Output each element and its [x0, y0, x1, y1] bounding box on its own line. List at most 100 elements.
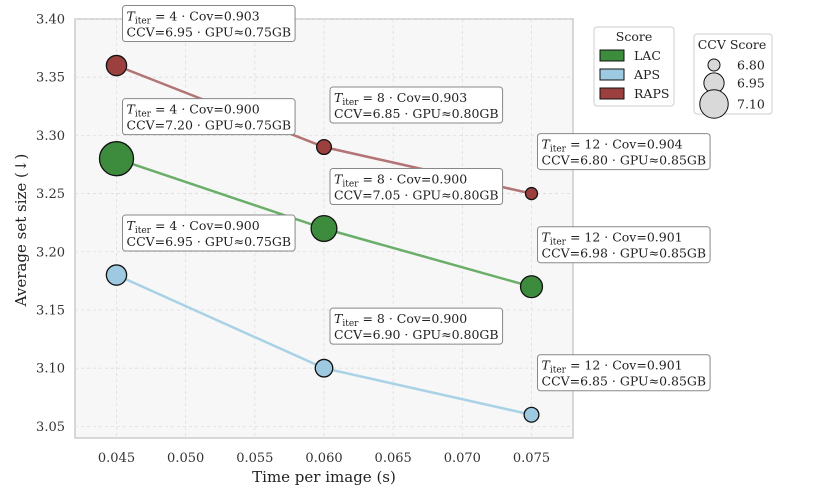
annotation-t-symbol: T	[334, 172, 344, 187]
annotation-line-1: Titer = 12 · Cov=0.901	[542, 358, 683, 376]
annotation-line-1: Titer = 8 · Cov=0.900	[334, 172, 467, 190]
annotation-t-symbol: T	[542, 230, 552, 245]
annotation-line-1: Titer = 4 · Cov=0.903	[127, 9, 260, 27]
annotation-params: = 12 · Cov=0.901	[566, 358, 683, 373]
y-tick-label: 3.05	[36, 420, 65, 435]
annotation-subscript: iter	[342, 98, 359, 108]
annotation-params: = 12 · Cov=0.901	[566, 230, 683, 245]
annotation-box	[122, 98, 296, 136]
x-axis-label: Time per image (s)	[252, 468, 396, 486]
annotation-box	[537, 133, 711, 171]
annotation-box	[329, 307, 504, 345]
annotation-t-symbol: T	[334, 311, 344, 326]
point-raps	[105, 54, 128, 77]
annotation-line-2: CCV=6.98 · GPU≈0.85GB	[542, 246, 707, 261]
x-tick-label: 0.060	[305, 451, 342, 466]
point-lac	[98, 141, 135, 177]
annotation-t-symbol: T	[127, 218, 137, 233]
point-raps	[315, 139, 333, 156]
legend-label-lac: LAC	[634, 48, 661, 63]
legend-size: CCV Score 6.80 6.95 7.10	[693, 33, 773, 119]
legend-score-title: Score	[616, 29, 652, 44]
legend-size-marker	[707, 58, 721, 72]
annotation-params: = 12 · Cov=0.904	[566, 137, 683, 152]
y-tick-label: 3.15	[36, 303, 65, 318]
annotation-subscript: iter	[550, 238, 567, 248]
point-aps	[523, 406, 540, 423]
legend-score-frame	[593, 26, 675, 107]
annotation-box	[329, 86, 504, 124]
annotation-params: = 8 · Cov=0.900	[358, 311, 467, 326]
annotation-t-symbol: T	[542, 358, 552, 373]
legend-size-label: 7.10	[737, 97, 765, 112]
annotation-line-2: CCV=6.95 · GPU≈0.75GB	[127, 234, 292, 249]
annotation-line-2: CCV=7.05 · GPU≈0.80GB	[334, 188, 499, 203]
annotation-params: = 8 · Cov=0.900	[358, 172, 467, 187]
annotation-params: = 4 · Cov=0.903	[151, 9, 260, 24]
x-tick-label: 0.070	[444, 451, 481, 466]
annotation-line-2: CCV=6.80 · GPU≈0.85GB	[542, 153, 707, 168]
point-lac	[310, 214, 338, 243]
annotation-box	[329, 168, 504, 205]
annotation-line-1: Titer = 12 · Cov=0.904	[542, 137, 683, 155]
annotation-t-symbol: T	[127, 102, 137, 117]
y-axis-label: Average set size (↓)	[12, 154, 30, 308]
x-tick-label: 0.075	[513, 451, 550, 466]
x-tick-label: 0.050	[167, 451, 204, 466]
x-axis-ticks: 0.045 0.050 0.055 0.060 0.065 0.070 0.075	[98, 451, 550, 466]
annotation-line-1: Titer = 4 · Cov=0.900	[127, 218, 260, 236]
annotation-line-2: CCV=6.95 · GPU≈0.75GB	[127, 25, 292, 40]
y-axis-ticks: 3.05 3.10 3.15 3.20 3.25 3.30 3.35 3.40	[36, 13, 65, 435]
annotation-line-1: Titer = 8 · Cov=0.903	[334, 90, 467, 108]
annotation-subscript: iter	[135, 110, 152, 120]
series-markers	[98, 54, 544, 423]
y-tick-label: 3.30	[36, 129, 65, 144]
annotation-line-2: CCV=6.85 · GPU≈0.85GB	[542, 374, 707, 389]
annotation-line-2: CCV=6.90 · GPU≈0.80GB	[334, 327, 499, 342]
y-tick-label: 3.20	[36, 245, 65, 260]
point-raps	[524, 186, 539, 201]
legend-label-raps: RAPS	[634, 86, 669, 101]
annotation-box	[537, 354, 711, 392]
x-tick-label: 0.045	[98, 451, 135, 466]
annotation-subscript: iter	[550, 145, 567, 155]
annotation-t-symbol: T	[542, 137, 552, 152]
y-tick-label: 3.35	[36, 71, 65, 86]
point-lac	[519, 275, 544, 299]
annotation-subscript: iter	[135, 226, 152, 236]
x-tick-label: 0.065	[375, 451, 412, 466]
legend-swatch-lac	[599, 49, 625, 62]
annotation-params: = 4 · Cov=0.900	[151, 102, 260, 117]
annotation-subscript: iter	[550, 366, 567, 376]
y-tick-label: 3.10	[36, 362, 65, 377]
point-aps	[105, 264, 128, 286]
annotation-box	[122, 5, 296, 43]
annotation-params: = 4 · Cov=0.900	[151, 218, 260, 233]
legend-score: Score LAC APS RAPS	[593, 26, 675, 107]
annotation-line-2: CCV=6.85 · GPU≈0.80GB	[334, 106, 499, 121]
annotation-box	[537, 226, 711, 264]
annotation-t-symbol: T	[334, 90, 344, 105]
legend-size-label: 6.95	[737, 76, 765, 91]
annotation-subscript: iter	[135, 17, 152, 27]
annotation-t-symbol: T	[127, 9, 137, 24]
y-tick-label: 3.25	[36, 187, 65, 202]
annotation-line-2: CCV=7.20 · GPU≈0.75GB	[127, 118, 292, 133]
annotation-subscript: iter	[342, 180, 359, 190]
x-tick-label: 0.055	[236, 451, 273, 466]
annotation-line-1: Titer = 4 · Cov=0.900	[127, 102, 260, 120]
legend-size-label: 6.80	[737, 58, 765, 73]
legend-label-aps: APS	[633, 67, 660, 82]
annotation-subscript: iter	[342, 319, 359, 329]
annotation-line-1: Titer = 12 · Cov=0.901	[542, 230, 683, 248]
